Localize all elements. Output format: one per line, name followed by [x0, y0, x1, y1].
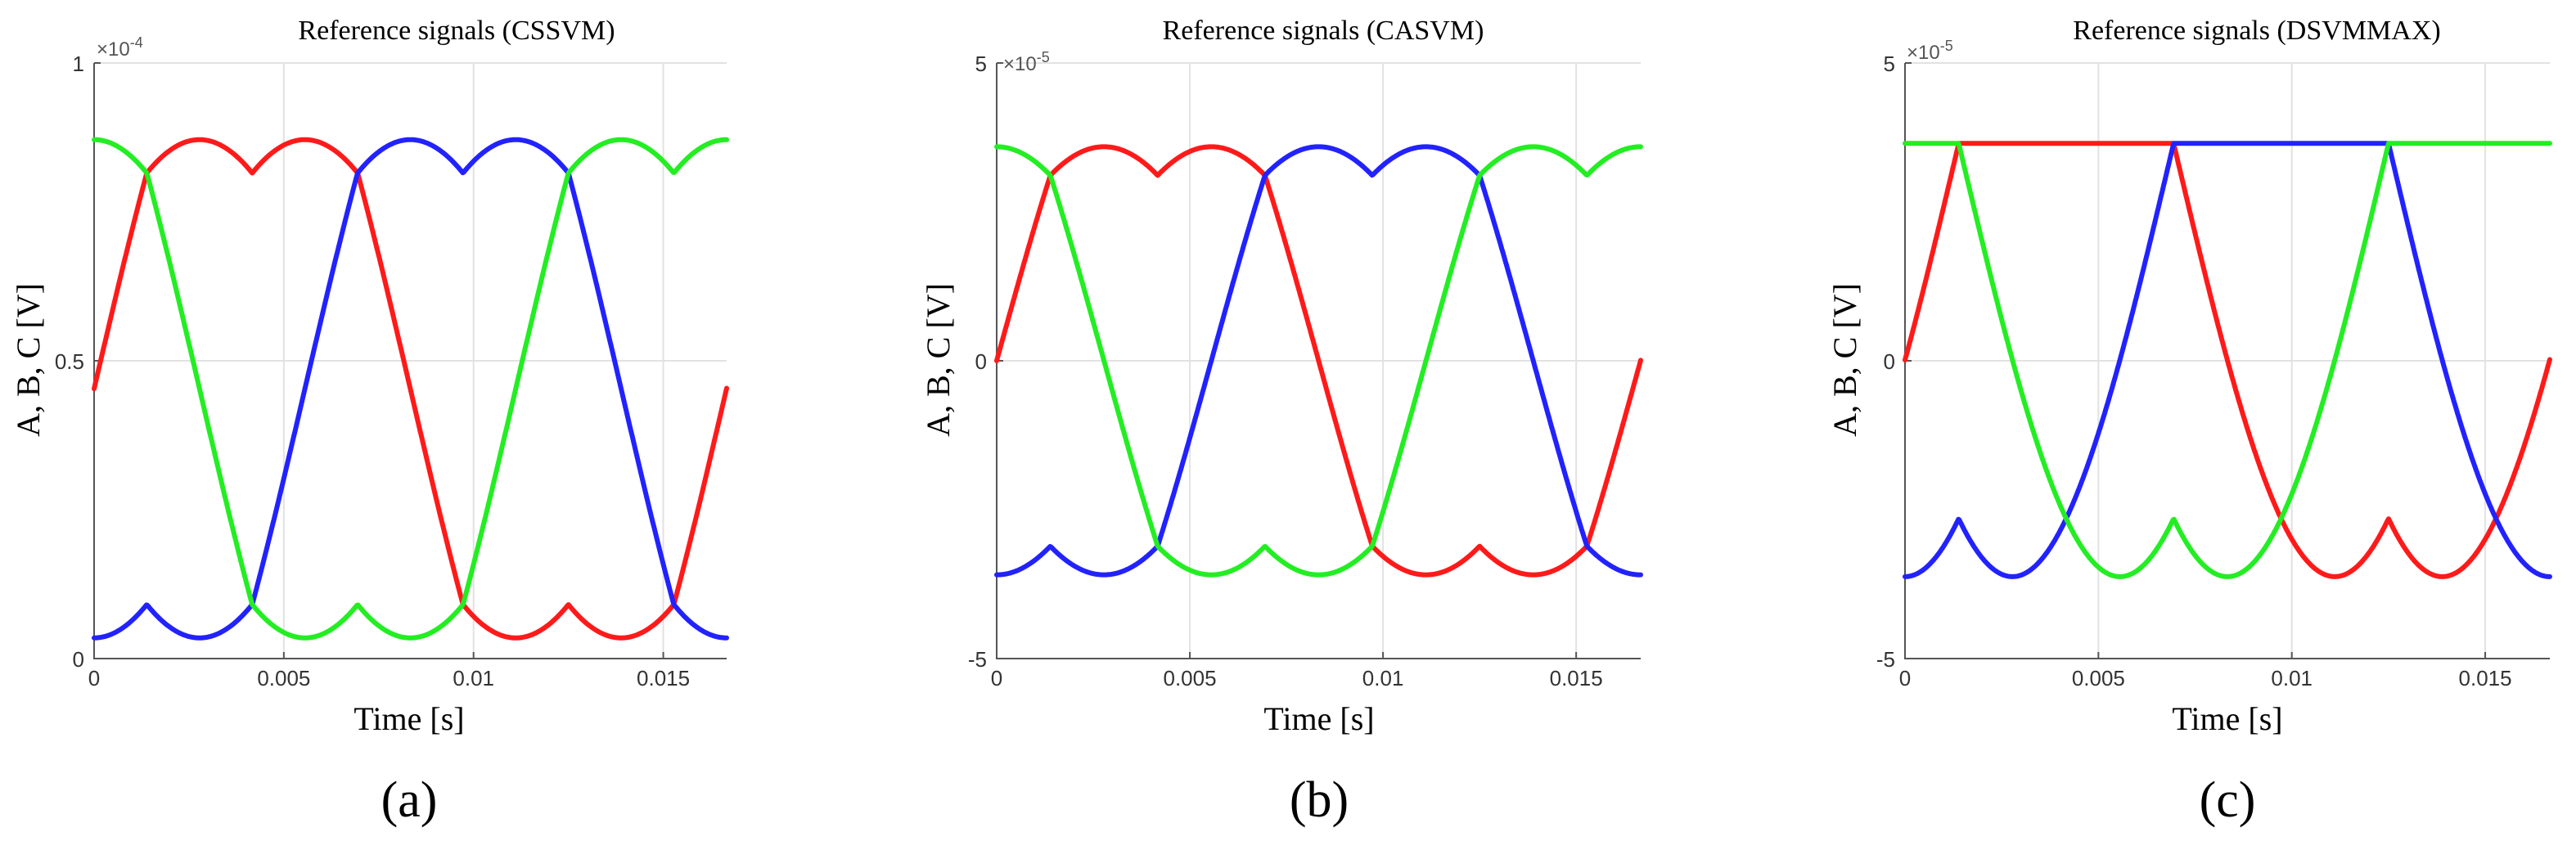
- panel-b: Reference signals (CASVM) ×10-5 A, B, C …: [920, 16, 1643, 828]
- x-tick-label: 0.01: [2271, 666, 2313, 690]
- x-tick-label: 0.005: [257, 666, 310, 690]
- series-line-c: [92, 137, 729, 641]
- series-line-a: [994, 144, 1643, 578]
- x-tick-label: 0.005: [1164, 666, 1217, 690]
- x-tick-label: 0: [1899, 666, 1911, 690]
- series-line-a: [92, 137, 729, 641]
- y-tick-label: 0: [975, 349, 987, 374]
- y-tick-label: 0: [73, 647, 84, 672]
- series-line-c: [1903, 141, 2552, 579]
- series-line-c: [994, 144, 1643, 578]
- panel-label: (c): [2200, 772, 2256, 828]
- series-line-b: [1903, 141, 2552, 579]
- y-tick-label: -5: [1876, 647, 1895, 672]
- panel-c: Reference signals (DSVMMAX) ×10-5 A, B, …: [1826, 16, 2552, 828]
- tick-layer: 0 0.005 0.01 0.015 -5 0 5: [1876, 52, 2512, 690]
- y-tick-label: 0: [1884, 349, 1895, 374]
- series-line-b: [92, 137, 729, 641]
- y-scale-label: ×10-5: [1907, 38, 1953, 64]
- chart-title: Reference signals (CASVM): [1163, 16, 1484, 46]
- y-tick-label: 5: [975, 52, 987, 76]
- x-tick-label: 0: [88, 666, 100, 690]
- x-axis-label: Time [s]: [354, 700, 464, 737]
- y-axis-label: A, B, C [V]: [1826, 283, 1863, 437]
- tick-layer: 0 0.005 0.01 0.015 0 0.5 1: [55, 52, 690, 690]
- x-tick-label: 0.015: [1550, 666, 1603, 690]
- x-tick-label: 0.005: [2072, 666, 2125, 690]
- y-tick-label: -5: [968, 647, 987, 672]
- panel-a: Reference signals (CSSVM) ×10-4 A, B, C …: [10, 16, 729, 828]
- panel-label: (a): [381, 772, 438, 828]
- series-line-b: [994, 144, 1643, 578]
- tick-layer: 0 0.005 0.01 0.015 -5 0 5: [968, 52, 1603, 690]
- x-axis-label: Time [s]: [1263, 700, 1374, 737]
- y-axis-label: A, B, C [V]: [10, 283, 47, 437]
- x-tick-label: 0.01: [453, 666, 494, 690]
- x-tick-label: 0.01: [1362, 666, 1404, 690]
- y-tick-label: 1: [73, 52, 84, 76]
- y-axis-label: A, B, C [V]: [920, 283, 957, 437]
- grid-layer: [93, 62, 727, 659]
- y-scale-label: ×10-5: [1003, 49, 1050, 75]
- y-scale-label: ×10-4: [97, 34, 143, 61]
- y-tick-label: 5: [1884, 52, 1895, 76]
- panel-label: (b): [1290, 772, 1349, 828]
- x-tick-label: 0: [991, 666, 1002, 690]
- x-tick-label: 0.015: [2459, 666, 2512, 690]
- chart-title: Reference signals (DSVMMAX): [2073, 16, 2440, 46]
- series-line-a: [1903, 141, 2552, 579]
- chart-title: Reference signals (CSSVM): [298, 16, 615, 46]
- x-axis-label: Time [s]: [2172, 700, 2282, 737]
- y-tick-label: 0.5: [55, 349, 84, 374]
- x-tick-label: 0.015: [637, 666, 690, 690]
